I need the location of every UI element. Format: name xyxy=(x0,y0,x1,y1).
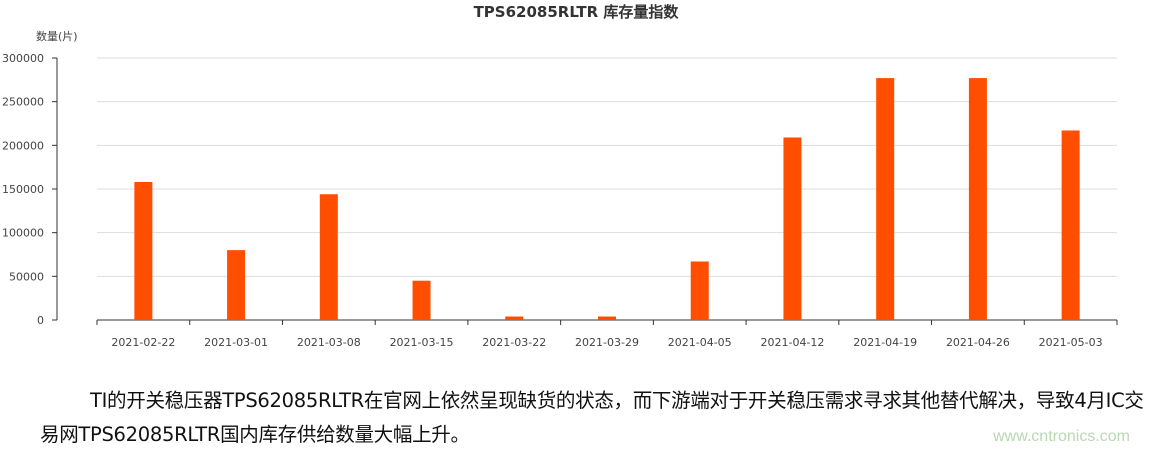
x-tick-label: 2021-03-22 xyxy=(482,336,546,349)
x-tick-label: 2021-04-12 xyxy=(760,336,824,349)
x-tick-label: 2021-05-03 xyxy=(1039,336,1103,349)
x-tick-label: 2021-03-08 xyxy=(297,336,361,349)
chart-title: TPS62085RLTR 库存量指数 xyxy=(474,3,680,21)
watermark: www.cntronics.com xyxy=(993,428,1130,445)
x-tick-label: 2021-03-01 xyxy=(204,336,268,349)
y-tick-label: 50000 xyxy=(9,270,44,283)
x-tick-label: 2021-04-05 xyxy=(668,336,732,349)
bar-2021-03-22 xyxy=(505,316,524,320)
x-tick-label: 2021-02-22 xyxy=(111,336,175,349)
bar-2021-05-03 xyxy=(1061,130,1080,320)
x-tick-label: 2021-04-26 xyxy=(946,336,1010,349)
bar-2021-04-26 xyxy=(968,78,987,320)
y-tick-label: 100000 xyxy=(2,227,44,240)
y-tick-label: 150000 xyxy=(2,183,44,196)
y-axis-label: 数量(片) xyxy=(36,30,78,43)
bar-2021-04-12 xyxy=(783,137,802,320)
bar-2021-03-08 xyxy=(319,194,338,320)
bar-2021-04-19 xyxy=(876,78,895,320)
y-tick-label: 0 xyxy=(37,314,44,327)
bar-chart: TPS62085RLTR 库存量指数 数量(片) 2021-02-22 2021-… xyxy=(2,3,1118,349)
bar-2021-03-29 xyxy=(598,316,616,320)
x-tick-label: 2021-04-19 xyxy=(853,336,917,349)
bar-2021-04-05 xyxy=(690,261,709,320)
bar-2021-02-22 xyxy=(134,182,153,320)
y-tick-label: 250000 xyxy=(2,96,44,109)
y-tick-label: 200000 xyxy=(2,139,44,152)
caption-paragraph: TI的开关稳压器TPS62085RLTR在官网上依然呈现缺货的状态，而下游端对于… xyxy=(40,389,1144,446)
x-tick-label: 2021-03-29 xyxy=(575,336,639,349)
bar-2021-03-15 xyxy=(412,280,431,320)
x-tick-label: 2021-03-15 xyxy=(390,336,454,349)
bar-2021-03-01 xyxy=(227,250,246,320)
y-tick-label: 300000 xyxy=(2,52,44,65)
